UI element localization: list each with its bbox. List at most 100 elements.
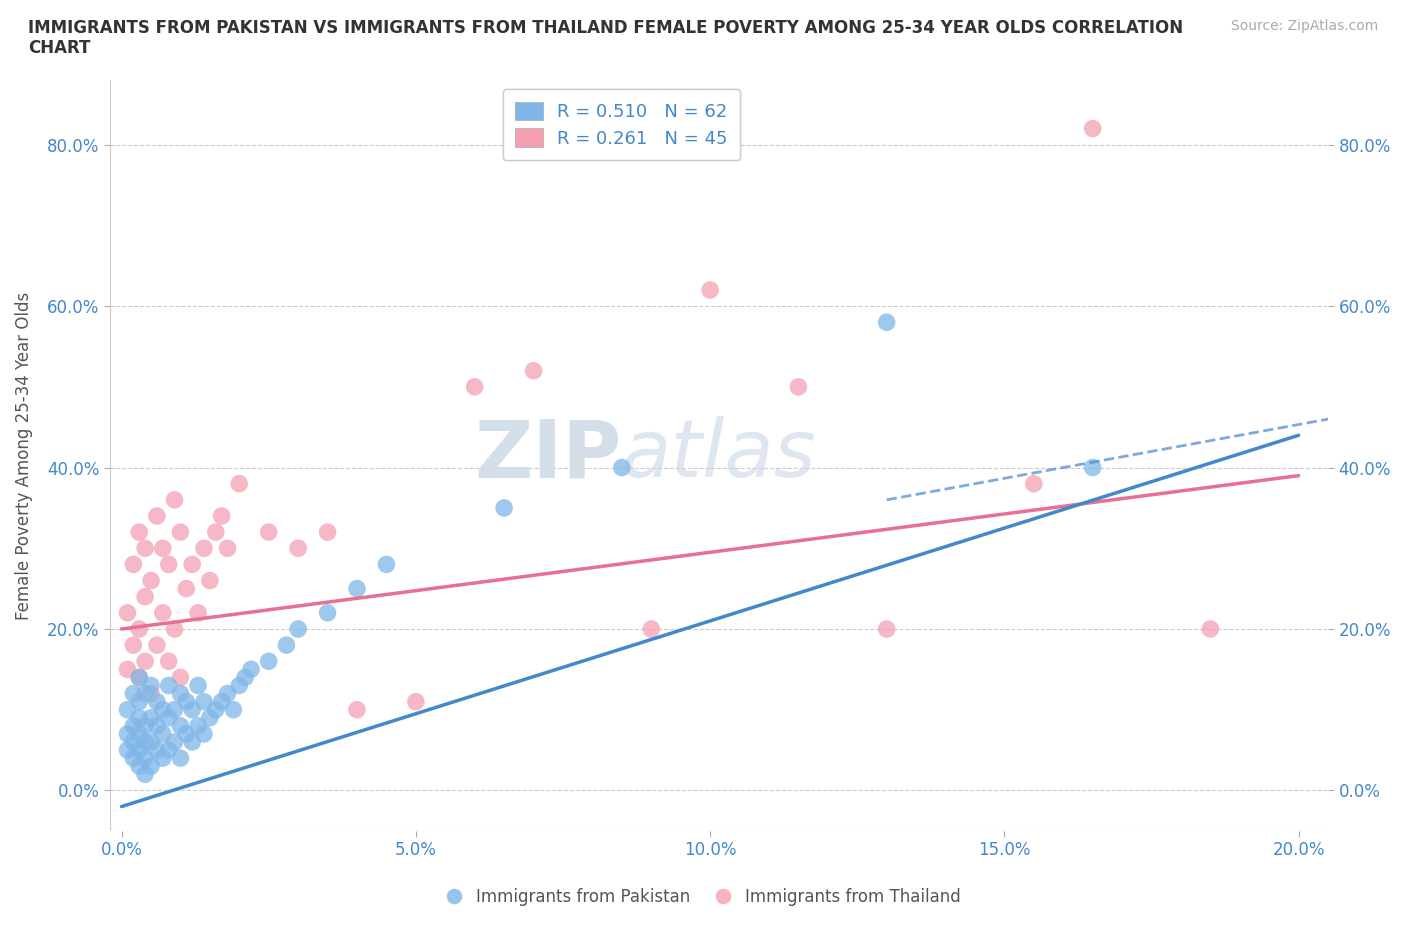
Point xyxy=(176,694,198,709)
Point xyxy=(157,743,180,758)
Point xyxy=(405,694,427,709)
Point xyxy=(276,638,298,653)
Point xyxy=(1022,476,1045,491)
Text: Source: ZipAtlas.com: Source: ZipAtlas.com xyxy=(1230,19,1378,33)
Point xyxy=(128,670,150,684)
Point xyxy=(117,662,139,677)
Point xyxy=(187,605,209,620)
Point xyxy=(204,702,226,717)
Text: ZIP: ZIP xyxy=(474,417,621,495)
Point xyxy=(117,726,139,741)
Point xyxy=(1081,460,1104,475)
Point xyxy=(152,751,174,765)
Point xyxy=(375,557,398,572)
Point xyxy=(122,638,145,653)
Point xyxy=(146,694,169,709)
Point xyxy=(134,590,156,604)
Point xyxy=(134,735,156,750)
Point xyxy=(128,525,150,539)
Y-axis label: Female Poverty Among 25-34 Year Olds: Female Poverty Among 25-34 Year Olds xyxy=(15,291,32,619)
Point xyxy=(187,678,209,693)
Point xyxy=(152,726,174,741)
Point xyxy=(157,557,180,572)
Point xyxy=(198,711,221,725)
Point xyxy=(163,621,186,636)
Point xyxy=(176,726,198,741)
Point xyxy=(134,767,156,782)
Point xyxy=(134,654,156,669)
Point xyxy=(494,500,516,515)
Point xyxy=(128,743,150,758)
Point xyxy=(257,654,280,669)
Point xyxy=(128,621,150,636)
Point xyxy=(228,678,250,693)
Point xyxy=(876,621,898,636)
Point xyxy=(1081,121,1104,136)
Point xyxy=(122,686,145,701)
Point xyxy=(640,621,662,636)
Point xyxy=(176,581,198,596)
Point xyxy=(146,509,169,524)
Point xyxy=(1199,621,1222,636)
Point xyxy=(228,476,250,491)
Point xyxy=(139,573,162,588)
Point xyxy=(217,686,239,701)
Point xyxy=(169,670,191,684)
Point xyxy=(152,541,174,556)
Point xyxy=(610,460,633,475)
Text: IMMIGRANTS FROM PAKISTAN VS IMMIGRANTS FROM THAILAND FEMALE POVERTY AMONG 25-34 : IMMIGRANTS FROM PAKISTAN VS IMMIGRANTS F… xyxy=(28,19,1184,58)
Point xyxy=(134,541,156,556)
Point xyxy=(211,509,233,524)
Point xyxy=(198,573,221,588)
Point xyxy=(181,702,204,717)
Point xyxy=(287,621,309,636)
Point xyxy=(152,605,174,620)
Point xyxy=(169,686,191,701)
Point xyxy=(169,525,191,539)
Point xyxy=(146,743,169,758)
Point xyxy=(139,686,162,701)
Point xyxy=(134,718,156,733)
Point xyxy=(316,525,339,539)
Point xyxy=(117,743,139,758)
Point xyxy=(146,718,169,733)
Point xyxy=(346,702,368,717)
Point xyxy=(163,702,186,717)
Point xyxy=(787,379,810,394)
Point xyxy=(240,662,263,677)
Point xyxy=(464,379,486,394)
Point xyxy=(217,541,239,556)
Point xyxy=(157,654,180,669)
Point xyxy=(346,581,368,596)
Point xyxy=(233,670,256,684)
Point xyxy=(204,525,226,539)
Point xyxy=(134,751,156,765)
Point xyxy=(128,670,150,684)
Point xyxy=(193,726,215,741)
Point xyxy=(699,283,721,298)
Point xyxy=(152,702,174,717)
Point xyxy=(139,735,162,750)
Point xyxy=(287,541,309,556)
Point xyxy=(128,759,150,774)
Point xyxy=(122,751,145,765)
Legend: Immigrants from Pakistan, Immigrants from Thailand: Immigrants from Pakistan, Immigrants fro… xyxy=(439,881,967,912)
Point xyxy=(876,315,898,330)
Text: atlas: atlas xyxy=(621,417,817,495)
Point xyxy=(193,541,215,556)
Point xyxy=(187,718,209,733)
Point xyxy=(181,735,204,750)
Point xyxy=(157,711,180,725)
Point xyxy=(128,726,150,741)
Point xyxy=(522,364,544,379)
Point xyxy=(211,694,233,709)
Point xyxy=(139,711,162,725)
Point xyxy=(139,678,162,693)
Point xyxy=(139,759,162,774)
Point xyxy=(193,694,215,709)
Point xyxy=(128,711,150,725)
Point xyxy=(169,751,191,765)
Point xyxy=(163,735,186,750)
Legend: R = 0.510   N = 62, R = 0.261   N = 45: R = 0.510 N = 62, R = 0.261 N = 45 xyxy=(503,89,740,160)
Point xyxy=(146,638,169,653)
